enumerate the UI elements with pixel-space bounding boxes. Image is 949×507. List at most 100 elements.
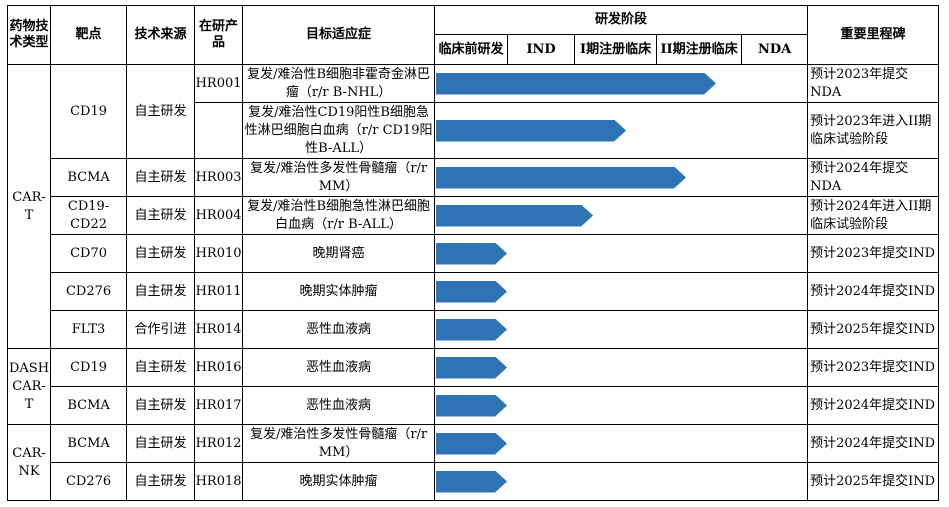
table-row: CD276 自主研发 HR018 晚期实体肿瘤 预计2025年提交IND — [8, 462, 940, 501]
product-cell: HR010 — [194, 234, 244, 273]
indication-cell: 复发/难治性CD19阳性B细胞急性淋巴细胞白血病（r/r CD19阳性B-ALL… — [242, 102, 436, 159]
indication-cell: 复发/难治性多发性骨髓瘤（r/r MM） — [242, 158, 436, 197]
progress-arrow — [436, 395, 507, 417]
target-cell: CD276 — [50, 272, 128, 311]
product-cell: HR017 — [194, 386, 244, 425]
product-cell: HR011 — [194, 272, 244, 311]
stage-progress-cell — [434, 64, 809, 103]
milestone-cell: 预计2024年提交IND — [807, 424, 940, 463]
table-row: CD276 自主研发 HR011 晚期实体肿瘤 预计2024年提交IND — [8, 272, 940, 311]
target-cell: CD70 — [50, 234, 128, 273]
milestone-cell: 预计2024年提交IND — [807, 386, 940, 425]
target-cell: CD19-CD22 — [50, 196, 128, 235]
milestone-cell: 预计2023年提交IND — [807, 348, 940, 387]
stage-preclinical: 临床前研发 — [434, 34, 509, 65]
progress-arrow — [436, 319, 507, 341]
header-indication: 目标适应症 — [242, 5, 436, 65]
drug-type-cell: CAR-T — [6, 64, 52, 349]
stage-progress-cell — [434, 158, 809, 197]
product-cell: HR016 — [194, 348, 244, 387]
source-cell: 自主研发 — [126, 196, 196, 235]
milestone-cell: 预计2024年提交NDA — [807, 158, 940, 197]
drug-type-cell: CAR-NK — [6, 424, 52, 501]
indication-cell: 晚期实体肿瘤 — [242, 272, 436, 311]
pipeline-table: 药物技术类型 靶点 技术来源 在研产品 目标适应症 研发阶段 重要里程碑 临床前… — [6, 5, 940, 501]
indication-cell: 晚期肾癌 — [242, 234, 436, 273]
indication-cell: 复发/难治性多发性骨髓瘤（r/r MM） — [242, 424, 436, 463]
product-cell — [194, 102, 244, 159]
indication-cell: 晚期实体肿瘤 — [242, 462, 436, 501]
source-cell: 自主研发 — [126, 462, 196, 501]
stage-ind: IND — [507, 34, 576, 65]
table-row: FLT3 合作引进 HR014 恶性血液病 预计2025年提交IND — [8, 310, 940, 349]
source-cell: 自主研发 — [126, 386, 196, 425]
table-row: BCMA 自主研发 HR003 复发/难治性多发性骨髓瘤（r/r MM） 预计2024年… — [8, 158, 940, 197]
progress-arrow — [436, 243, 507, 265]
header-source: 技术来源 — [126, 5, 196, 65]
milestone-cell: 预计2024年提交IND — [807, 272, 940, 311]
stage-progress-cell — [434, 424, 809, 463]
stage-progress-cell — [434, 386, 809, 425]
product-cell: HR003 — [194, 158, 244, 197]
product-cell: HR014 — [194, 310, 244, 349]
indication-cell: 复发/难治性B细胞急性淋巴细胞白血病（r/r B-ALL） — [242, 196, 436, 235]
product-cell: HR004 — [194, 196, 244, 235]
stage-nda: NDA — [741, 34, 809, 65]
indication-cell: 复发/难治性B细胞非霍奇金淋巴瘤（r/r B-NHL） — [242, 64, 436, 103]
target-cell: CD19 — [50, 64, 128, 159]
pipeline-table-container: 药物技术类型 靶点 技术来源 在研产品 目标适应症 研发阶段 重要里程碑 临床前… — [6, 5, 940, 501]
progress-arrow — [436, 471, 507, 493]
table-row: DASH CAR-T CD19 自主研发 HR016 恶性血液病 预计2023年提交IND — [6, 348, 940, 425]
indication-cell: 恶性血液病 — [242, 310, 436, 349]
progress-arrow — [436, 167, 686, 189]
source-cell: 自主研发 — [126, 272, 196, 311]
stage-progress-cell — [434, 462, 809, 501]
target-cell: CD19 — [50, 348, 128, 387]
table-row: CAR-T CD19 自主研发 HR001 复发/难治性B细胞非霍奇金淋巴瘤（r/r B… — [6, 64, 940, 349]
milestone-cell: 预计2023年进入II期临床试验阶段 — [807, 102, 940, 159]
milestone-cell: 预计2025年提交IND — [807, 462, 940, 501]
stage-progress-cell — [434, 234, 809, 273]
table-row: CD19-CD22 自主研发 HR004 复发/难治性B细胞急性淋巴细胞白血病（r/r… — [8, 196, 940, 235]
progress-arrow — [436, 433, 507, 455]
header-stage: 研发阶段 — [434, 5, 809, 35]
indication-cell: 恶性血液病 — [242, 348, 436, 387]
progress-arrow — [436, 73, 716, 95]
product-cell: HR012 — [194, 424, 244, 463]
progress-arrow — [436, 205, 593, 227]
milestone-cell: 预计2024年进入II期临床试验阶段 — [807, 196, 940, 235]
source-cell: 自主研发 — [126, 234, 196, 273]
source-cell: 自主研发 — [126, 424, 196, 463]
header-milestone: 重要里程碑 — [807, 5, 940, 65]
stage-progress-cell — [434, 272, 809, 311]
milestone-cell: 预计2023年提交IND — [807, 234, 940, 273]
source-cell: 自主研发 — [126, 158, 196, 197]
stage-phase1: I期注册临床 — [574, 34, 658, 65]
target-cell: BCMA — [50, 424, 128, 463]
stage-progress-cell — [434, 102, 809, 159]
stage-phase2: II期注册临床 — [656, 34, 743, 65]
source-cell: 自主研发 — [126, 348, 196, 387]
table-row: BCMA 自主研发 HR017 恶性血液病 预计2024年提交IND — [8, 386, 940, 425]
header-product: 在研产品 — [194, 5, 244, 65]
indication-cell: 恶性血液病 — [242, 386, 436, 425]
table-row: CAR-NK BCMA 自主研发 HR012 复发/难治性多发性骨髓瘤（r/r MM） 预… — [6, 424, 940, 501]
stage-progress-cell — [434, 310, 809, 349]
source-cell: 合作引进 — [126, 310, 196, 349]
pipeline-body: CAR-T CD19 自主研发 HR001 复发/难治性B细胞非霍奇金淋巴瘤（r/r B… — [6, 64, 940, 501]
stage-progress-cell — [434, 348, 809, 387]
drug-type-cell: DASH CAR-T — [6, 348, 52, 425]
target-cell: CD276 — [50, 462, 128, 501]
stage-progress-cell — [434, 196, 809, 235]
milestone-cell: 预计2025年提交IND — [807, 310, 940, 349]
milestone-cell: 预计2023年提交NDA — [807, 64, 940, 103]
product-cell: HR018 — [194, 462, 244, 501]
source-cell: 自主研发 — [126, 64, 196, 159]
target-cell: BCMA — [50, 158, 128, 197]
target-cell: FLT3 — [50, 310, 128, 349]
product-cell: HR001 — [194, 64, 244, 103]
target-cell: BCMA — [50, 386, 128, 425]
table-row: CD70 自主研发 HR010 晚期肾癌 预计2023年提交IND — [8, 234, 940, 273]
progress-arrow — [436, 281, 507, 303]
progress-arrow — [436, 120, 626, 142]
